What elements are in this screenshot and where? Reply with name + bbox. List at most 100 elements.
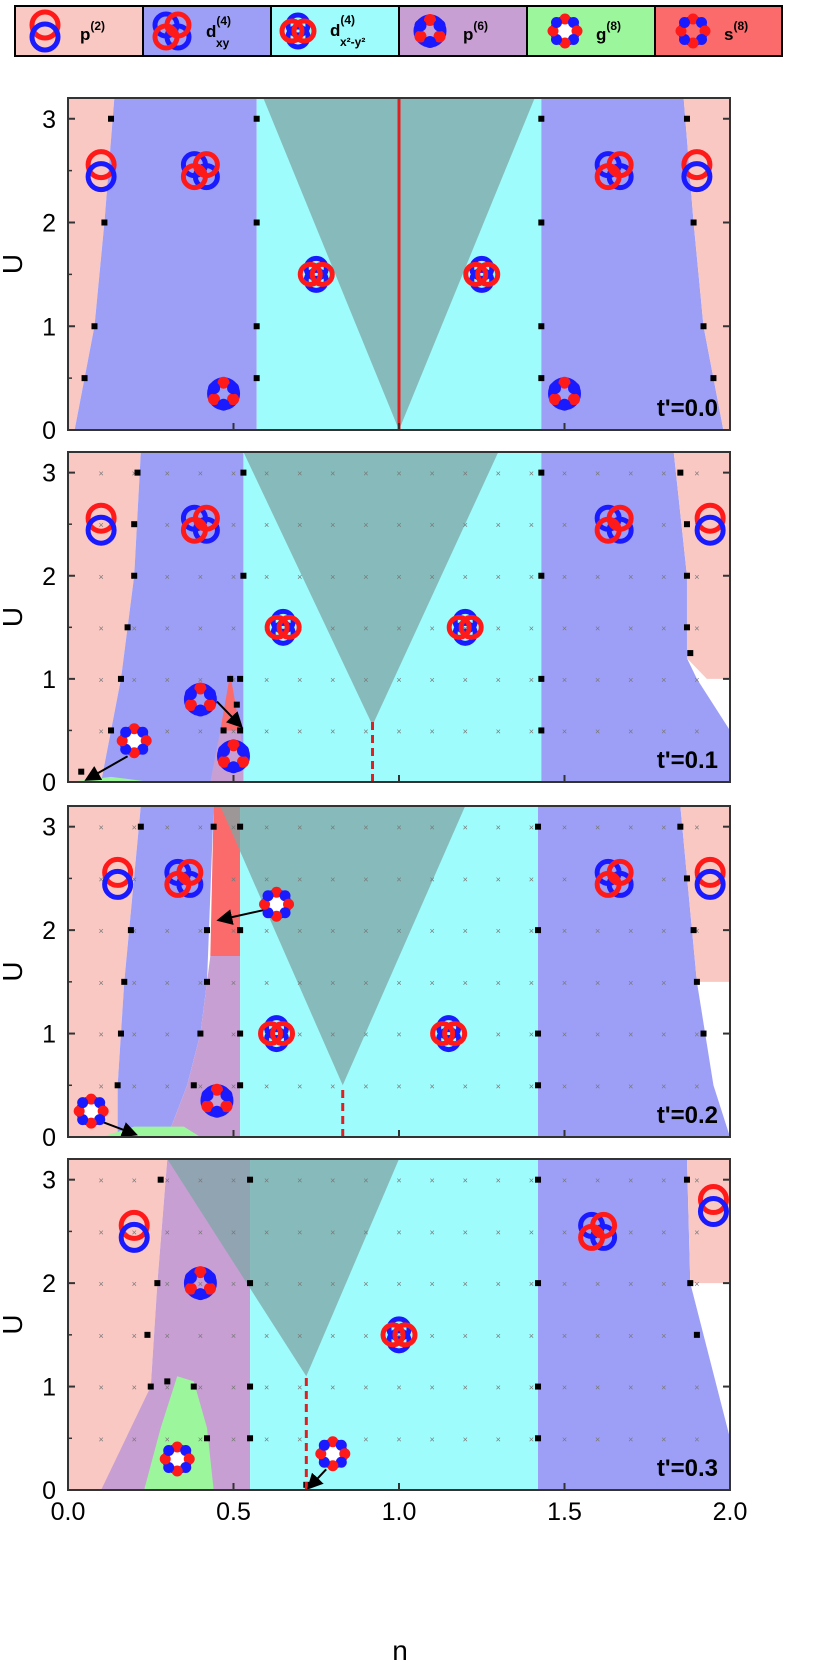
boundary-point xyxy=(108,727,115,734)
sample-point-marker: × xyxy=(628,1383,633,1393)
boundary-point xyxy=(690,219,697,226)
sample-point-marker: × xyxy=(429,572,434,582)
sample-point-marker: × xyxy=(463,926,468,936)
sample-point-marker: × xyxy=(562,520,567,530)
sample-point-marker: × xyxy=(297,572,302,582)
boundary-point xyxy=(237,1082,244,1089)
sample-point-marker: × xyxy=(496,1331,501,1341)
sample-point-marker: × xyxy=(330,1227,335,1237)
sample-point-marker: × xyxy=(165,520,170,530)
sample-point-marker: × xyxy=(264,572,269,582)
boundary-point xyxy=(693,978,700,985)
sample-point-marker: × xyxy=(231,1227,236,1237)
boundary-point xyxy=(538,727,545,734)
sample-point-marker: × xyxy=(264,874,269,884)
sample-point-marker: × xyxy=(264,1279,269,1289)
boundary-point xyxy=(710,375,717,382)
sample-point-marker: × xyxy=(165,726,170,736)
sample-point-marker: × xyxy=(297,823,302,833)
sample-point-marker: × xyxy=(198,469,203,479)
sample-point-marker: × xyxy=(628,1081,633,1091)
sample-point-marker: × xyxy=(363,623,368,633)
sample-point-marker: × xyxy=(628,1279,633,1289)
sample-point-marker: × xyxy=(661,1030,666,1040)
sample-point-marker: × xyxy=(562,675,567,685)
svg-text:d(4)xy: d(4) xy xyxy=(206,14,231,50)
boundary-point xyxy=(535,1176,542,1183)
sample-point-marker: × xyxy=(330,1176,335,1186)
sample-point-marker: × xyxy=(363,1030,368,1040)
boundary-point xyxy=(81,375,88,382)
legend-item-dxy: d(4) xy xyxy=(142,5,272,57)
panel-3: × × × × × × × × × × × × × × × × × × × × × × × × × × × × × × × × × × × × × × × ×… xyxy=(0,1158,747,1526)
sample-point-marker: × xyxy=(463,623,468,633)
sample-point-marker: × xyxy=(297,520,302,530)
legend-label-dxy: d xyxy=(206,22,216,41)
sample-point-marker: × xyxy=(231,1383,236,1393)
sample-point-marker: × xyxy=(297,726,302,736)
sample-point-marker: × xyxy=(429,1383,434,1393)
sample-point-marker: × xyxy=(562,469,567,479)
sample-point-marker: × xyxy=(132,469,137,479)
y-axis-label: U xyxy=(0,607,28,627)
annotation-arrow xyxy=(216,908,267,925)
boundary-point xyxy=(117,1030,124,1037)
sample-point-marker: × xyxy=(198,926,203,936)
sample-point-marker: × xyxy=(297,1279,302,1289)
sample-point-marker: × xyxy=(628,926,633,936)
sample-point-marker: × xyxy=(363,469,368,479)
sample-point-marker: × xyxy=(496,726,501,736)
sample-point-marker: × xyxy=(198,1383,203,1393)
sample-point-marker: × xyxy=(595,1331,600,1341)
sample-point-marker: × xyxy=(264,823,269,833)
sample-point-marker: × xyxy=(661,978,666,988)
g-wave-orbital-icon xyxy=(157,1439,197,1479)
sample-point-marker: × xyxy=(363,1081,368,1091)
boundary-point xyxy=(700,1030,707,1037)
sample-point-marker: × xyxy=(429,1331,434,1341)
sample-point-marker: × xyxy=(198,823,203,833)
sample-point-marker: × xyxy=(396,1176,401,1186)
sample-point-marker: × xyxy=(330,1279,335,1289)
y-tick-label: 1 xyxy=(42,1021,56,1049)
sample-point-marker: × xyxy=(198,572,203,582)
boundary-point xyxy=(253,115,260,122)
boundary-point xyxy=(237,727,244,734)
sample-point-marker: × xyxy=(463,978,468,988)
sample-point-marker: × xyxy=(132,874,137,884)
region-dxy-right xyxy=(541,452,730,782)
sample-point-marker: × xyxy=(165,1279,170,1289)
sample-point-marker: × xyxy=(330,675,335,685)
sample-point-marker: × xyxy=(529,874,534,884)
sample-point-marker: × xyxy=(330,1030,335,1040)
sample-point-marker: × xyxy=(98,926,103,936)
region-p2 xyxy=(68,1159,168,1490)
boundary-point xyxy=(253,219,260,226)
sample-point-marker: × xyxy=(297,874,302,884)
boundary-point xyxy=(91,323,98,330)
sample-point-marker: × xyxy=(496,520,501,530)
sample-point-marker: × xyxy=(396,1030,401,1040)
sample-point-marker: × xyxy=(264,1227,269,1237)
boundary-point xyxy=(535,1030,542,1037)
sample-point-marker: × xyxy=(463,520,468,530)
legend-label-p2: p xyxy=(80,25,90,44)
sample-point-marker: × xyxy=(628,623,633,633)
sample-point-marker: × xyxy=(165,623,170,633)
legend-item-g8: g(8) xyxy=(526,5,656,57)
sample-point-marker: × xyxy=(297,1081,302,1091)
boundary-point xyxy=(137,823,144,830)
panel-2: × × × × × × × × × × × × × × × × × × × × × × × × × × × × × × × × × × × × × × × ×… xyxy=(0,805,731,1152)
sample-point-marker: × xyxy=(297,675,302,685)
sample-point-marker: × xyxy=(396,874,401,884)
sample-point-marker: × xyxy=(396,469,401,479)
y-axis-label: U xyxy=(0,1314,28,1334)
sample-point-marker: × xyxy=(198,1227,203,1237)
boundary-point xyxy=(677,823,684,830)
sample-point-marker: × xyxy=(529,823,534,833)
sample-point-marker: × xyxy=(661,1434,666,1444)
sample-point-marker: × xyxy=(396,1434,401,1444)
sample-point-marker: × xyxy=(264,1331,269,1341)
sample-point-marker: × xyxy=(496,675,501,685)
sample-point-marker: × xyxy=(694,1081,699,1091)
